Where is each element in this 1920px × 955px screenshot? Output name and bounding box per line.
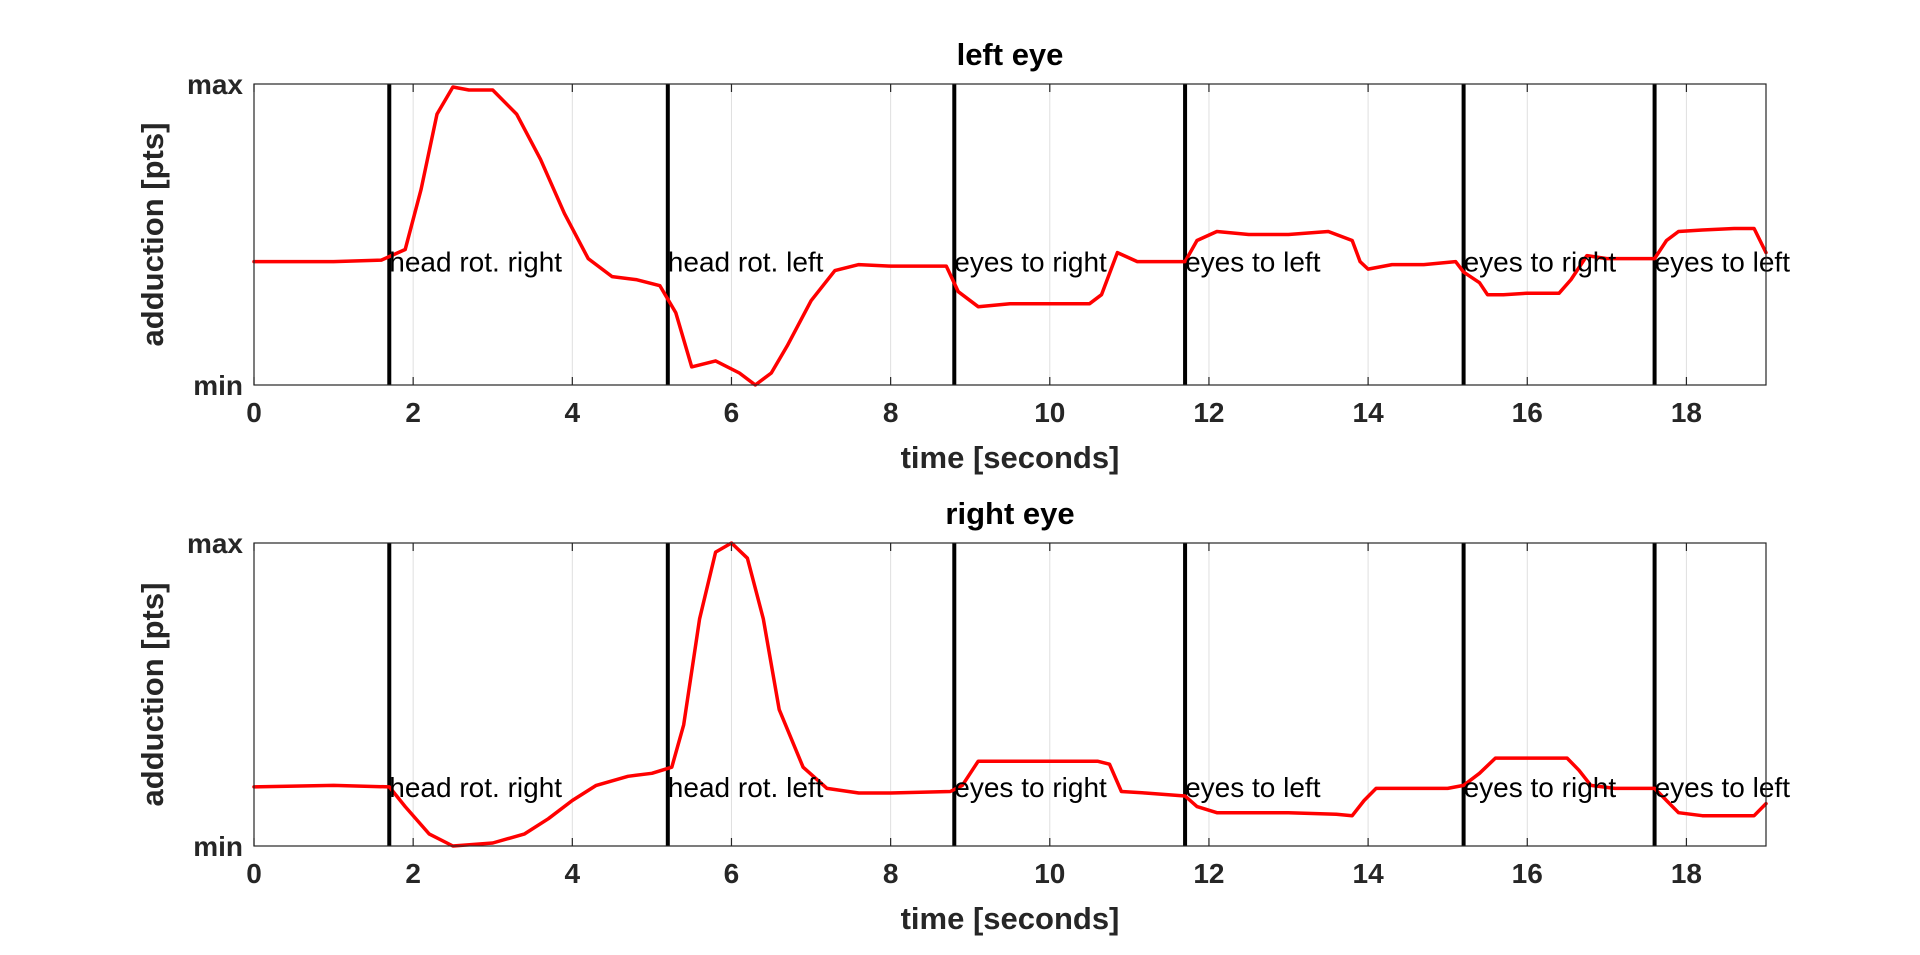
x-tick-label: 0	[246, 397, 262, 428]
event-annotation: eyes to right	[954, 247, 1107, 278]
y-tick-label: max	[187, 528, 243, 559]
x-tick-label: 14	[1353, 858, 1385, 889]
event-annotation: head rot. right	[389, 772, 562, 803]
y-tick-label: min	[193, 831, 243, 862]
event-annotation: eyes to left	[1185, 247, 1321, 278]
event-annotation: eyes to left	[1655, 247, 1791, 278]
y-axis-label: adduction [pts]	[135, 583, 170, 807]
x-tick-label: 8	[883, 858, 899, 889]
y-tick-label: max	[187, 69, 243, 100]
x-tick-label: 0	[246, 858, 262, 889]
event-annotation: eyes to left	[1655, 772, 1791, 803]
x-tick-label: 10	[1034, 397, 1065, 428]
series-line	[252, 85, 1768, 387]
chart-title: right eye	[945, 496, 1074, 531]
event-annotation: eyes to right	[954, 772, 1107, 803]
plot-area	[254, 543, 1766, 846]
x-tick-label: 14	[1353, 397, 1385, 428]
x-tick-label: 4	[565, 397, 581, 428]
y-axis-label: adduction [pts]	[135, 123, 170, 347]
x-tick-label: 10	[1034, 858, 1065, 889]
x-tick-label: 12	[1193, 858, 1224, 889]
x-tick-label: 16	[1512, 858, 1543, 889]
x-tick-label: 16	[1512, 397, 1543, 428]
plot-area	[254, 84, 1766, 385]
x-tick-label: 8	[883, 397, 899, 428]
chart-panel-left-eye: head rot. right head rot. left eyes to rig…	[135, 37, 1790, 475]
x-tick-label: 12	[1193, 397, 1224, 428]
x-tick-label: 18	[1671, 858, 1702, 889]
event-annotation: eyes to left	[1185, 772, 1321, 803]
x-tick-label: 2	[405, 397, 421, 428]
x-axis-label: time [seconds]	[901, 440, 1120, 475]
x-tick-label: 18	[1671, 397, 1702, 428]
series-line	[252, 541, 1768, 848]
axes-box	[253, 83, 1767, 386]
y-tick-label: min	[193, 370, 243, 401]
event-annotation: eyes to right	[1464, 772, 1617, 803]
x-axis-label: time [seconds]	[901, 901, 1120, 936]
event-annotation: eyes to right	[1464, 247, 1617, 278]
x-tick-label: 6	[724, 397, 740, 428]
event-annotation: head rot. left	[668, 772, 824, 803]
x-tick-label: 2	[405, 858, 421, 889]
chart-panel-right-eye: head rot. right head rot. left eyes to rig…	[135, 496, 1790, 936]
chart-title: left eye	[957, 37, 1064, 72]
event-annotation: head rot. right	[389, 247, 562, 278]
x-tick-label: 6	[724, 858, 740, 889]
x-tick-label: 4	[565, 858, 581, 889]
event-annotation: head rot. left	[668, 247, 824, 278]
axes-box	[253, 542, 1767, 847]
